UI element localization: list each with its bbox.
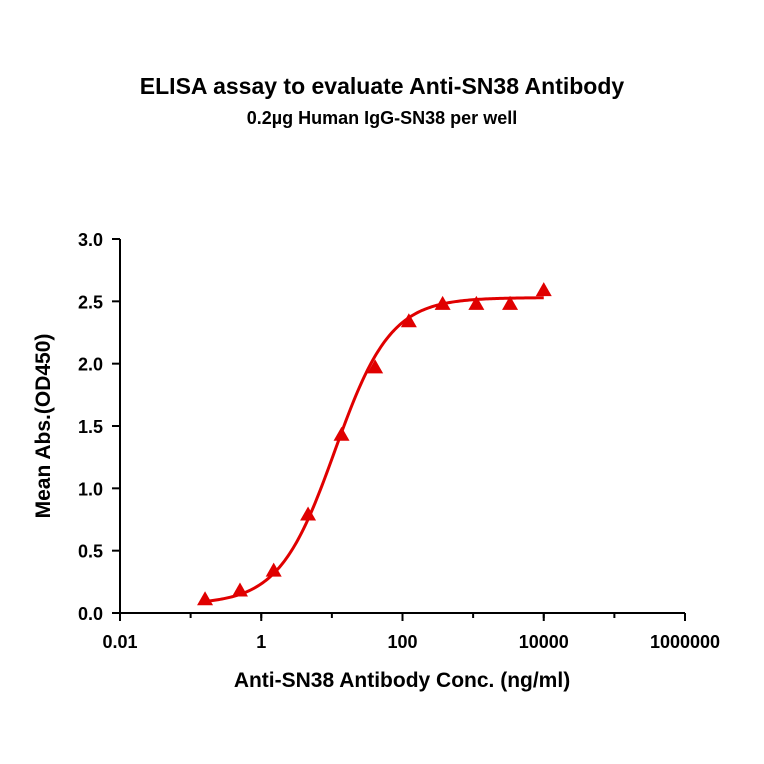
- fit-layer: [204, 296, 544, 603]
- data-point-triangle: [265, 562, 282, 577]
- data-point-triangle: [333, 426, 350, 441]
- y-tick-label: 0.0: [78, 604, 103, 624]
- data-point-triangle: [502, 295, 519, 310]
- data-point-triangle: [434, 295, 451, 310]
- points-layer: [197, 282, 552, 606]
- y-axis-title: Mean Abs.(OD450): [32, 334, 55, 519]
- data-point-triangle: [300, 506, 317, 521]
- data-point-triangle: [231, 582, 248, 597]
- data-point-triangle: [197, 591, 214, 606]
- chart-title: ELISA assay to evaluate Anti-SN38 Antibo…: [139, 73, 625, 99]
- fit-curve: [204, 296, 544, 603]
- y-tick-label: 1.0: [78, 479, 103, 499]
- data-point-triangle: [367, 359, 384, 374]
- x-tick-label: 100: [387, 632, 417, 652]
- y-tick-label: 3.0: [78, 230, 103, 250]
- y-tick-label: 2.5: [78, 292, 103, 312]
- y-tick-label: 2.0: [78, 355, 103, 375]
- chart-subtitle: 0.2µg Human IgG-SN38 per well: [246, 108, 518, 128]
- x-tick-label: 1: [256, 632, 266, 652]
- data-point-triangle: [400, 313, 417, 328]
- y-tick-label: 1.5: [78, 417, 103, 437]
- axes: 0.01 1 100 10000 1000000 0.0 0.5 1.0 1.5 2.0 2.5 3.…: [78, 230, 720, 652]
- x-tick-label: 0.01: [102, 632, 137, 652]
- x-tick-label: 10000: [519, 632, 569, 652]
- y-tick-label: 0.5: [78, 542, 103, 562]
- data-point-triangle: [535, 282, 552, 297]
- x-tick-label: 1000000: [650, 632, 720, 652]
- data-point-triangle: [468, 295, 485, 310]
- x-axis-title: Anti-SN38 Antibody Conc. (ng/ml): [234, 669, 570, 692]
